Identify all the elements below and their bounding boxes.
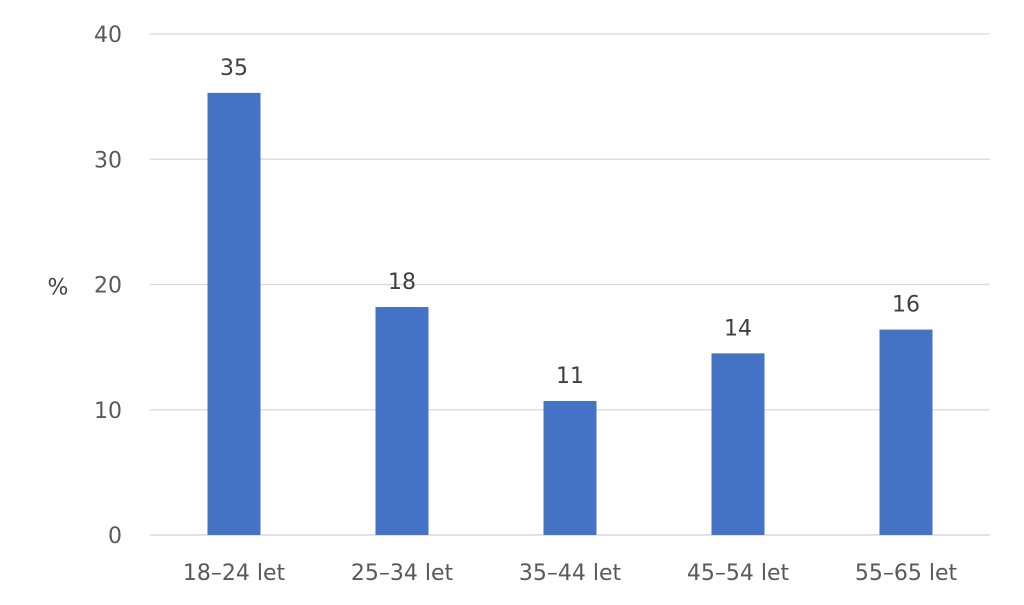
- x-tick-label: 55–65 let: [855, 561, 958, 586]
- x-tick-label: 25–34 let: [351, 561, 454, 586]
- data-label: 14: [724, 316, 752, 341]
- x-tick-label: 18–24 let: [183, 561, 286, 586]
- data-label: 16: [892, 293, 920, 318]
- y-tick-label: 30: [94, 148, 122, 173]
- data-labels: 35 18 11 14 16: [220, 56, 920, 389]
- gridlines: [150, 33, 990, 411]
- y-tick-label: 0: [108, 524, 122, 549]
- bar: [375, 307, 429, 535]
- x-axis-ticks: 18–24 let 25–34 let 35–44 let 45–54 let 55–6…: [183, 561, 958, 586]
- x-tick-label: 35–44 let: [519, 561, 622, 586]
- bar: [543, 400, 597, 535]
- data-label: 11: [556, 364, 584, 389]
- bars: [207, 92, 933, 536]
- x-tick-label: 45–54 let: [687, 561, 790, 586]
- y-tick-label: 20: [94, 274, 122, 299]
- y-tick-label: 10: [94, 399, 122, 424]
- y-tick-label: 40: [94, 23, 122, 48]
- y-axis-title: %: [48, 276, 69, 301]
- bar: [207, 92, 261, 536]
- bar: [879, 329, 933, 535]
- data-label: 35: [220, 56, 248, 81]
- bar: [711, 353, 765, 535]
- y-axis-ticks: 0 10 20 30 40: [94, 23, 122, 549]
- data-label: 18: [388, 270, 416, 295]
